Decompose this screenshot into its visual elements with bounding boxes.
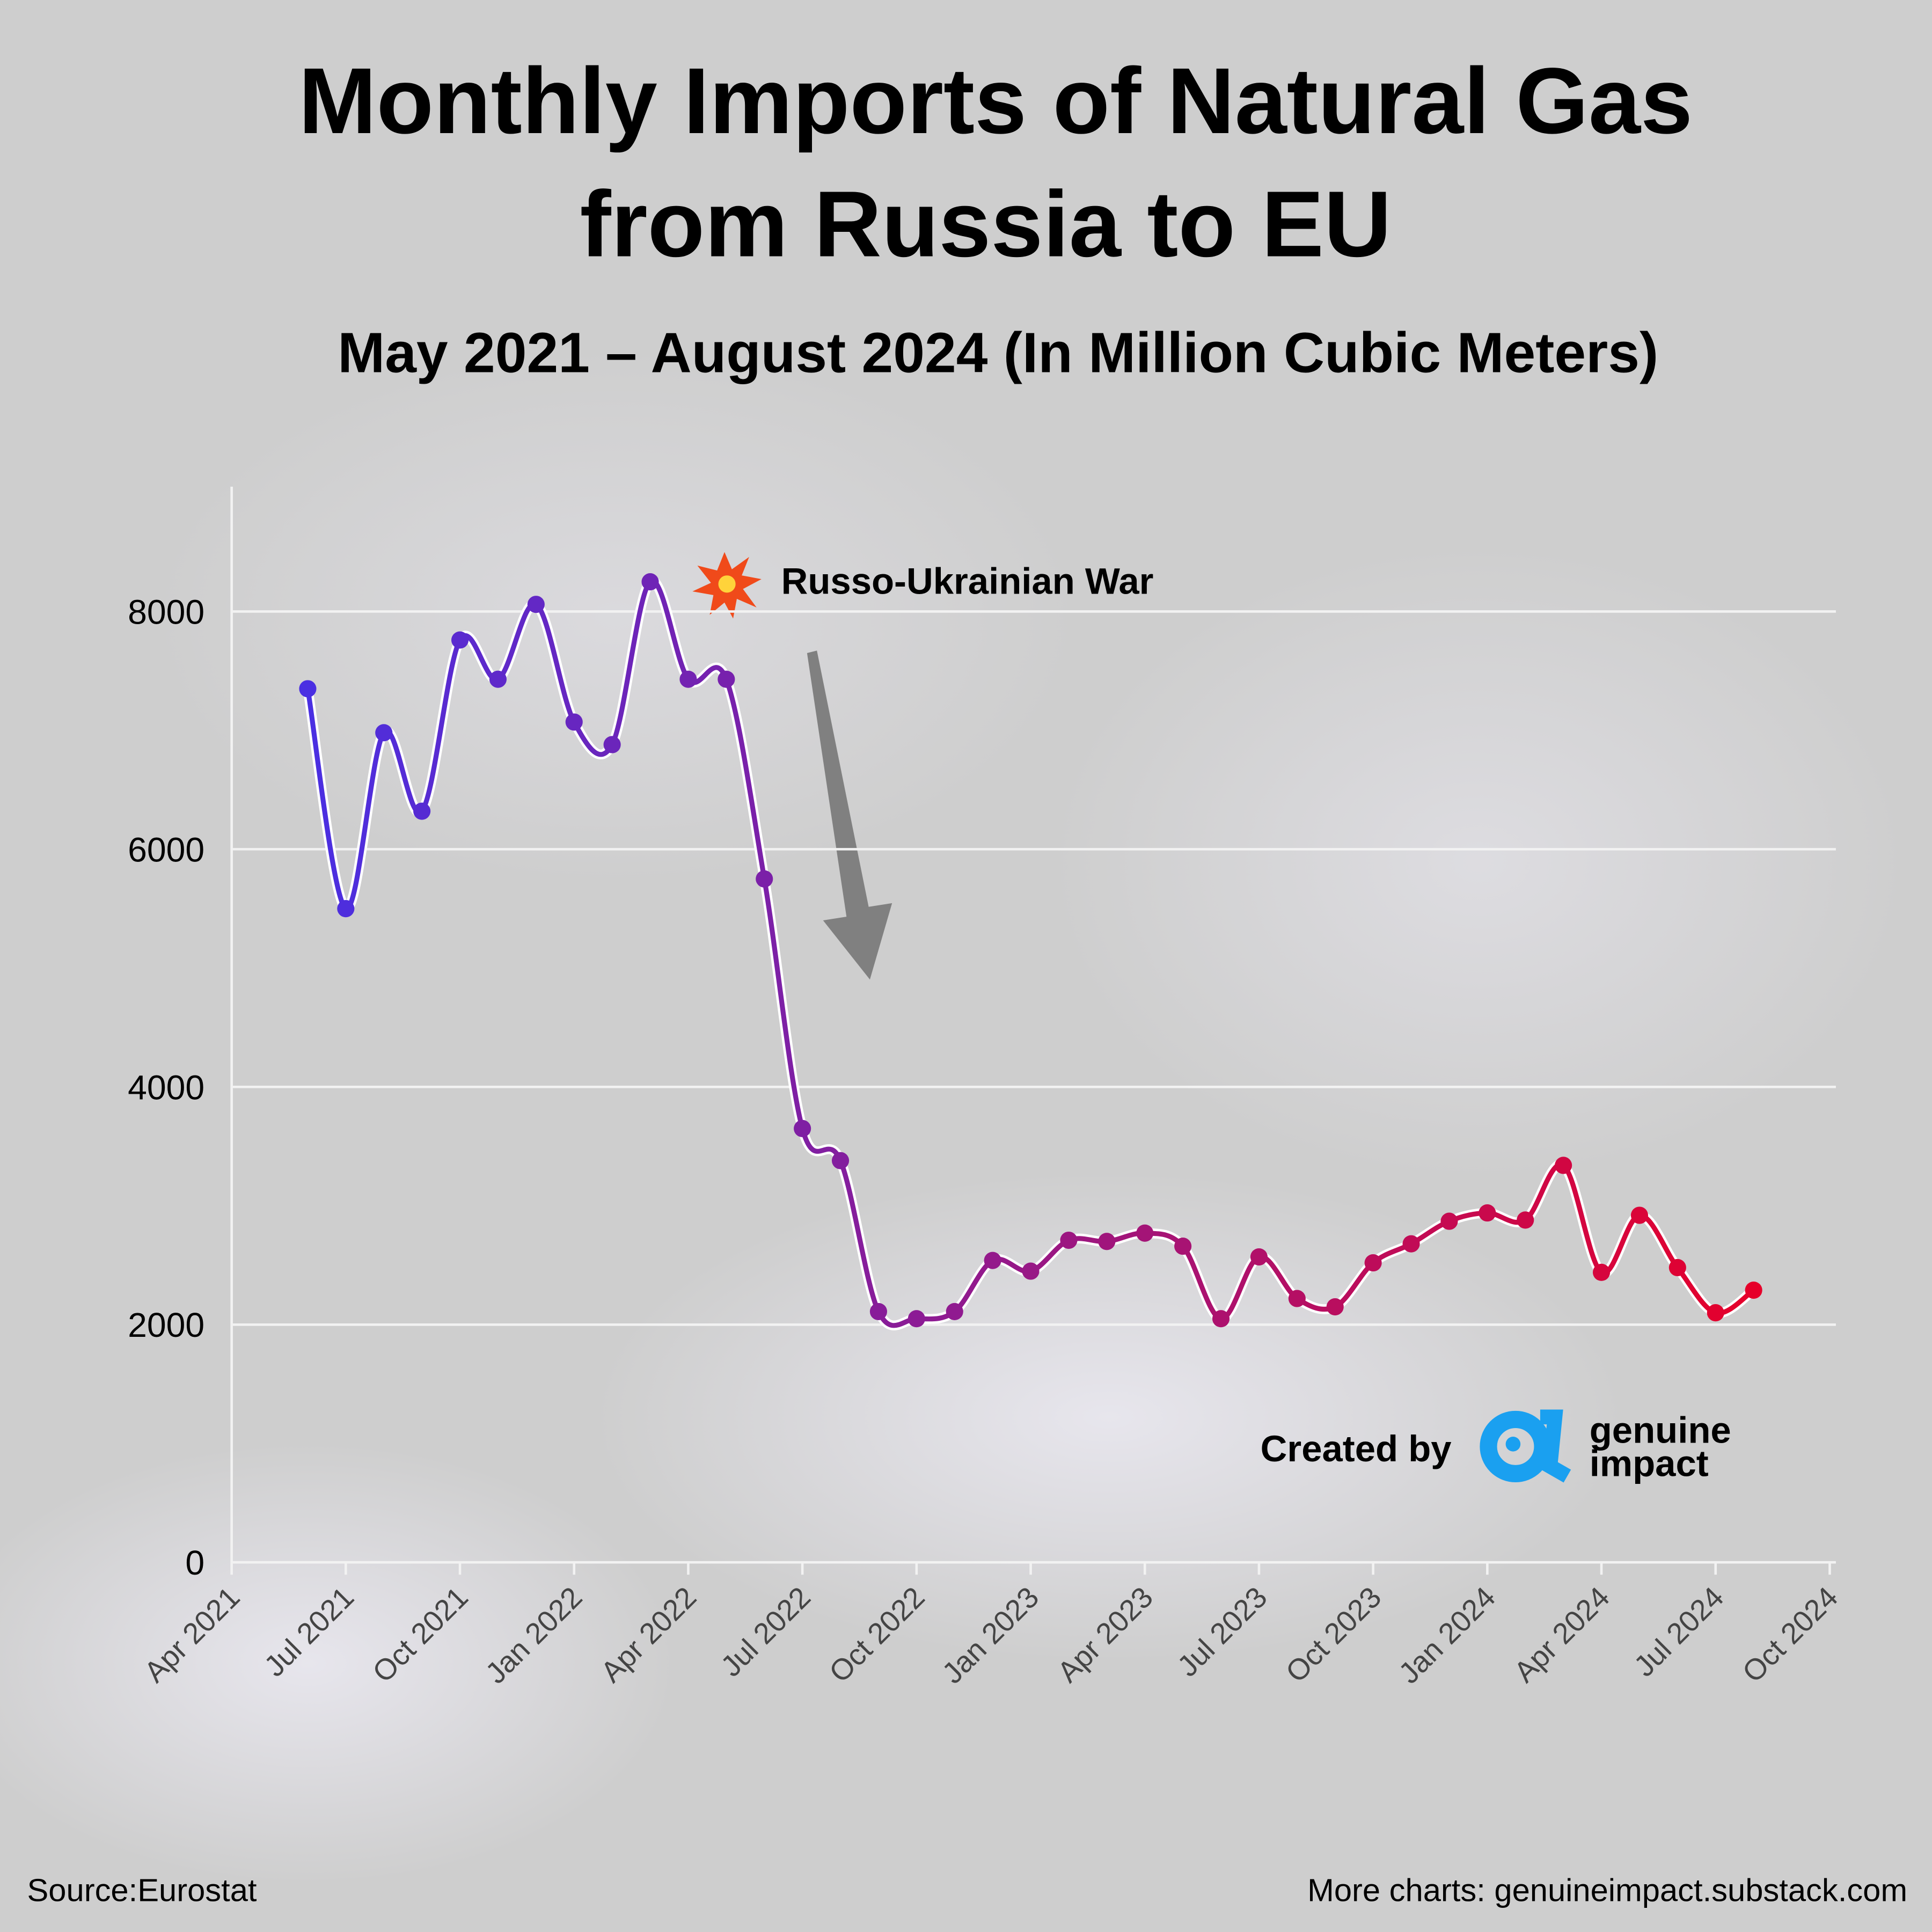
point	[451, 631, 469, 649]
annotation: Russo-Ukrainian War	[781, 561, 1154, 602]
point	[1098, 1233, 1116, 1250]
y-tick-label: 2000	[128, 1306, 204, 1344]
point	[299, 680, 317, 698]
explosion-icon	[718, 575, 736, 593]
chart-title: from Russia to EU	[580, 172, 1392, 276]
brand-text: genuine	[1590, 1410, 1731, 1451]
smoke	[148, 345, 1085, 888]
point	[794, 1119, 811, 1137]
point	[603, 736, 621, 753]
point	[1212, 1310, 1230, 1328]
brand-text: impact	[1590, 1443, 1709, 1484]
point	[984, 1252, 1001, 1269]
y-tick-label: 0	[185, 1543, 204, 1582]
point	[527, 596, 545, 613]
chart-title: Monthly Imports of Natural Gas	[298, 48, 1693, 153]
logo	[1505, 1437, 1521, 1452]
point	[1364, 1254, 1382, 1272]
point	[641, 573, 659, 591]
point	[908, 1310, 925, 1328]
point	[1630, 1206, 1649, 1224]
point	[1440, 1212, 1458, 1230]
y-tick-label: 4000	[128, 1068, 204, 1107]
arrow	[807, 650, 892, 980]
footer-link: More charts: genuineimpact.substack.com	[1307, 1872, 1907, 1908]
point	[679, 670, 697, 688]
point	[1288, 1290, 1306, 1307]
point	[1250, 1248, 1268, 1266]
source: Source:Eurostat	[27, 1872, 257, 1908]
point	[413, 802, 431, 820]
smoke	[0, 1441, 678, 1885]
point	[1517, 1211, 1534, 1229]
point	[1745, 1281, 1762, 1299]
logo	[1480, 1410, 1552, 1482]
point	[869, 1302, 888, 1320]
point	[1060, 1231, 1078, 1249]
point	[1555, 1157, 1572, 1174]
point	[1707, 1304, 1724, 1322]
y-tick-label: 6000	[128, 830, 204, 869]
credit-text: Created by	[1261, 1428, 1452, 1469]
point	[946, 1302, 963, 1320]
logo	[1540, 1409, 1571, 1483]
smoke	[591, 1170, 1627, 1664]
point	[1668, 1258, 1686, 1277]
point	[375, 724, 393, 742]
point	[1402, 1235, 1420, 1253]
point	[1174, 1238, 1192, 1255]
point	[718, 670, 735, 688]
point	[1022, 1262, 1040, 1280]
point	[1326, 1298, 1344, 1316]
point	[831, 1152, 850, 1169]
point	[565, 713, 583, 731]
point	[337, 900, 355, 918]
point	[1136, 1224, 1154, 1242]
point	[1479, 1204, 1496, 1222]
point	[1592, 1263, 1611, 1281]
smoke	[1047, 542, 1910, 1183]
chart-subtitle: May 2021 – August 2024 (In Million Cubic…	[338, 321, 1658, 384]
point	[489, 670, 507, 688]
y-tick-label: 8000	[128, 592, 204, 631]
point	[756, 870, 773, 888]
